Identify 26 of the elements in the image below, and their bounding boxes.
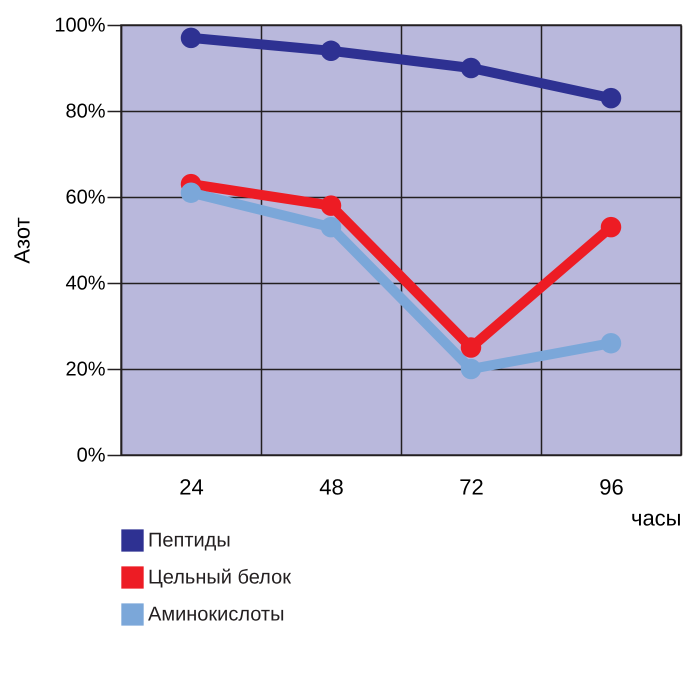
y-tick-label: 60%	[65, 186, 106, 208]
legend-label: Пептиды	[148, 530, 231, 552]
point	[460, 358, 482, 380]
point	[460, 337, 482, 358]
legend-label: Цельный белок	[148, 566, 292, 588]
point	[460, 58, 482, 78]
x-tick-label: 96	[599, 474, 624, 500]
x-tick-label: 72	[459, 474, 484, 500]
y-tick-label: 80%	[65, 100, 106, 122]
y-tick-label: 0%	[76, 444, 106, 466]
point	[320, 195, 342, 216]
x-tick-label: 24	[179, 474, 204, 500]
x-axis-title: часы	[630, 506, 682, 530]
point	[600, 332, 622, 354]
point	[180, 28, 202, 48]
point	[320, 40, 342, 62]
point	[600, 216, 622, 238]
point	[180, 182, 202, 203]
y-axis-title: Азот	[9, 217, 34, 264]
point	[320, 216, 342, 238]
y-tick-label: 20%	[65, 358, 106, 380]
y-tick-label: 40%	[65, 272, 106, 294]
legend-label: Аминокислоты	[148, 604, 284, 626]
y-tick-label: 100%	[54, 14, 106, 36]
point	[600, 88, 622, 108]
x-tick-label: 48	[319, 474, 344, 500]
